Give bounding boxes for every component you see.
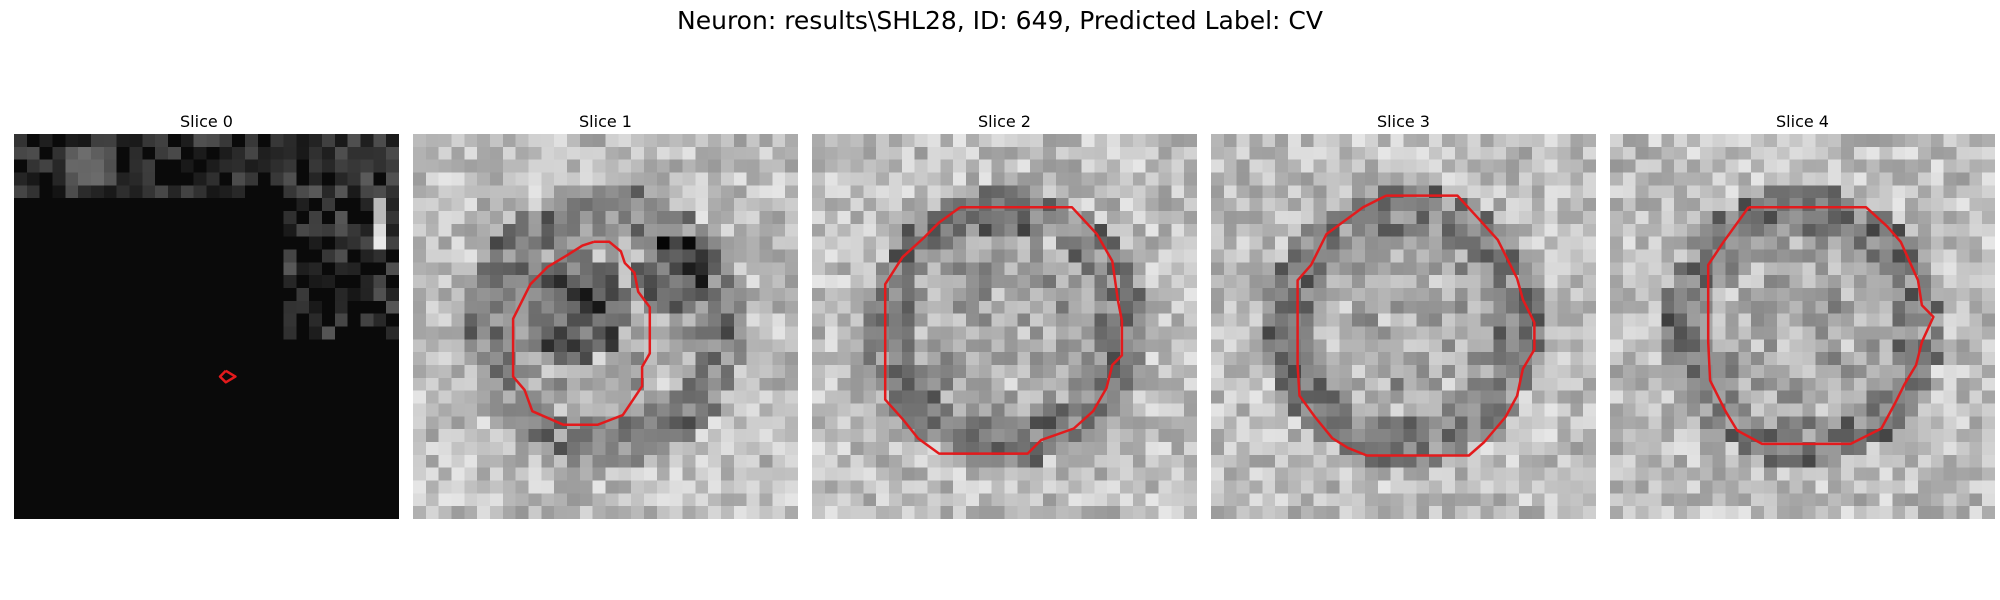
contour-line (511, 240, 652, 426)
slice-image (14, 134, 399, 519)
slice-title: Slice 0 (180, 112, 233, 131)
slice-panel-0: Slice 0 (14, 110, 399, 519)
contour-overlay (1296, 194, 1536, 457)
slice-image (1610, 134, 1995, 519)
contour-overlay (511, 240, 652, 426)
figure-title: Neuron: results\SHL28, ID: 649, Predicte… (677, 6, 1323, 35)
contour-line (1296, 194, 1536, 457)
slice-image (413, 134, 798, 519)
slice-title: Slice 1 (579, 112, 632, 131)
slice-title: Slice 2 (978, 112, 1031, 131)
slice-panel-1: Slice 1 (413, 110, 798, 519)
slice-panel-4: Slice 4 (1610, 110, 1995, 519)
contour-line (883, 205, 1124, 455)
contour-overlay (883, 205, 1124, 455)
slice-panel-3: Slice 3 (1211, 110, 1596, 519)
contour-line (1706, 205, 1935, 446)
slice-title: Slice 4 (1776, 112, 1829, 131)
slice-panel-2: Slice 2 (812, 110, 1197, 519)
contour-overlay (1706, 205, 1935, 446)
contour-overlay (218, 369, 237, 384)
slice-title: Slice 3 (1377, 112, 1430, 131)
contour-line (218, 369, 237, 384)
